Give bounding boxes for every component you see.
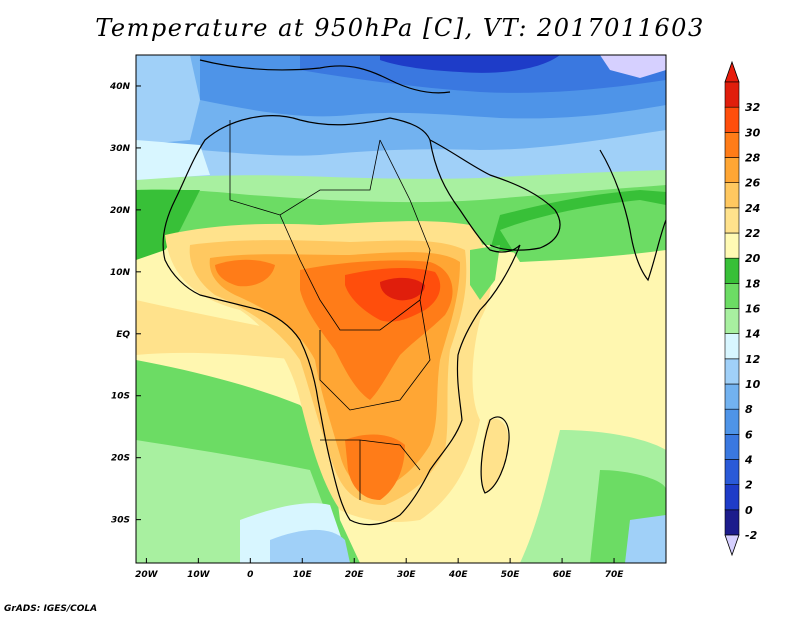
europe-coastline — [199, 59, 451, 94]
lat-tick-label: 30S — [111, 516, 130, 526]
colorbar-high-cap — [724, 60, 740, 83]
colorbar-swatch — [724, 257, 740, 284]
colorbar-swatch — [724, 207, 740, 234]
east-coast-green-strip — [470, 245, 500, 300]
colorbar-swatch — [724, 106, 740, 133]
internal-border-3 — [319, 299, 431, 411]
colorbar-label: -2 — [745, 529, 758, 542]
internal-border-1 — [229, 120, 381, 216]
north-atlantic-light-region — [136, 55, 200, 145]
colorbar-label: 20 — [745, 252, 761, 265]
colorbar-label: 6 — [745, 428, 753, 441]
lon-tick-label: 70E — [605, 570, 625, 580]
colorbar-label: 2 — [745, 479, 753, 492]
colorbar-swatch — [724, 484, 740, 511]
colorbar-swatch — [724, 232, 740, 259]
colorbar-label: 28 — [745, 152, 761, 165]
colorbar-swatch — [724, 157, 740, 183]
temperature-field — [136, 55, 666, 563]
europe-cold-region — [300, 55, 666, 93]
colorbar-label: 12 — [745, 353, 761, 366]
lat-tick-label: 40N — [109, 82, 131, 92]
lon-tick-label: 60E — [553, 570, 573, 580]
colorbar-swatch — [724, 182, 740, 209]
colorbar-label: 22 — [745, 227, 761, 240]
internal-border-2 — [279, 139, 431, 331]
arabia-coastline — [429, 139, 561, 251]
colorbar-swatch — [724, 132, 740, 158]
southwest-cool-blue-region — [270, 529, 350, 563]
tropical-atlantic-warm-band — [136, 300, 300, 360]
colorbar-swatch — [724, 383, 740, 410]
colorbar-label: 24 — [745, 202, 760, 215]
lat-tick-label: 10N — [110, 268, 131, 278]
arabian-sea-green — [500, 200, 666, 262]
lon-tick-label: 20E — [345, 570, 365, 580]
lat-tick-label: 30N — [110, 144, 131, 154]
colorbar-label: 30 — [745, 126, 761, 139]
west-africa-coast-green — [136, 190, 200, 260]
southeast-blue-region — [625, 515, 666, 563]
colorbar-label: 0 — [745, 504, 753, 517]
lat-tick-label: 20N — [110, 206, 131, 216]
lat-tick-label: 10S — [111, 392, 130, 402]
colorbar-label: 26 — [745, 177, 761, 190]
madagascar-warm — [480, 418, 509, 492]
colorbar-label: 10 — [745, 378, 761, 391]
lon-tick-label: 20W — [135, 570, 159, 580]
colorbar-label: 32 — [745, 101, 761, 114]
colorbar-swatch — [724, 358, 740, 385]
madagascar-coastline — [480, 416, 510, 494]
lon-tick-label: 40E — [448, 570, 469, 580]
grads-credit: GrADS: IGES/COLA — [4, 604, 98, 614]
coastlines — [162, 59, 666, 526]
colorbar-label: 4 — [744, 454, 753, 467]
colorbar-swatch — [724, 408, 740, 435]
colorbar-swatch — [724, 459, 740, 485]
latitude-axis: 40N 30N 20N 10N EQ 10S 20S 30S — [109, 82, 141, 526]
colorbar-label: 18 — [745, 277, 761, 290]
colorbar-swatch — [724, 434, 740, 460]
colorbar-swatch — [724, 308, 740, 334]
caspian-pale-region — [600, 55, 666, 78]
colorbar-swatch — [724, 509, 740, 536]
lon-tick-label: 0 — [247, 570, 253, 580]
longitude-axis: 20W 10W 0 10E 20E 30E 40E 50E 60E 70E — [135, 558, 624, 580]
west-africa-hot-region — [215, 259, 275, 287]
lon-tick-label: 10W — [187, 570, 211, 580]
colorbar-swatch — [724, 333, 740, 360]
colorbar-swatch — [724, 81, 740, 108]
lat-tick-label: 20S — [111, 454, 130, 464]
lat-tick-label: EQ — [116, 330, 130, 340]
far-north-cold-region — [380, 55, 560, 73]
map-title: Temperature at 950hPa [C], VT: 201701160… — [95, 14, 705, 42]
colorbar-low-cap — [724, 534, 740, 557]
colorbar-label: 14 — [745, 328, 760, 341]
lon-tick-label: 30E — [397, 570, 417, 580]
central-africa-peak-region — [380, 277, 425, 301]
lon-tick-label: 10E — [293, 570, 313, 580]
internal-border-4 — [320, 439, 421, 500]
india-coastline — [599, 149, 666, 282]
map-frame — [135, 54, 667, 564]
colorbar-label: 8 — [745, 403, 753, 416]
colorbar-label: 16 — [745, 303, 761, 316]
northwest-pale-region — [136, 140, 210, 180]
colorbar-swatch — [724, 283, 740, 309]
lon-tick-label: 50E — [501, 570, 521, 580]
